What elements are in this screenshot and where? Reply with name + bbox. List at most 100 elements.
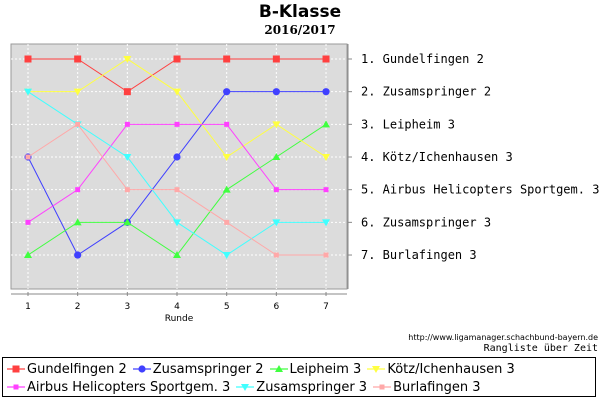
data-point <box>322 120 331 128</box>
x-tick-label: 2 <box>75 302 81 312</box>
data-point <box>224 121 230 127</box>
chart-caption: Rangliste über Zeit <box>483 343 598 354</box>
plot-area <box>10 43 348 290</box>
chart-title: B-Klasse <box>258 2 342 22</box>
data-point <box>272 219 281 227</box>
legend-item: Zusamspringer 2 <box>132 361 264 377</box>
legend-marker <box>138 365 146 373</box>
legend: Gundelfingen 2 Zusamspringer 2 Leipheim 3 K… <box>2 357 596 397</box>
data-point <box>24 251 32 259</box>
data-point <box>173 88 182 96</box>
data-point <box>273 252 279 258</box>
legend-marker-icon <box>236 384 255 391</box>
data-point <box>174 121 180 127</box>
rank-label: 1. Gundelfingen 2 <box>361 52 484 66</box>
legend-item: Leipheim 3 <box>269 361 362 377</box>
series-3 <box>24 120 331 259</box>
data-point <box>75 187 81 193</box>
data-point <box>273 187 279 193</box>
legend-marker-icon <box>269 365 288 372</box>
x-tick-label: 4 <box>174 302 180 312</box>
data-point <box>322 55 330 63</box>
data-point <box>173 251 182 259</box>
legend-marker <box>12 365 20 373</box>
data-point <box>323 252 329 258</box>
data-point <box>25 154 31 160</box>
chart-subtitle: 2016/2017 <box>264 23 336 37</box>
data-point <box>323 187 329 193</box>
legend-label: Kötz/Ichenhausen 3 <box>387 361 515 377</box>
data-point <box>123 56 132 63</box>
data-point <box>124 121 130 127</box>
data-point <box>222 154 231 162</box>
rank-label: 2. Zusamspringer 2 <box>361 85 491 99</box>
legend-marker <box>274 365 283 372</box>
source-url[interactable]: http://www.ligamanager.schachbund-bayern… <box>408 333 598 342</box>
data-point <box>173 219 182 227</box>
data-point <box>174 187 180 193</box>
legend-marker-icon <box>132 365 151 373</box>
data-point <box>272 121 281 129</box>
data-point <box>75 121 81 127</box>
data-point <box>223 88 231 96</box>
data-point <box>322 219 331 227</box>
x-tick-label: 5 <box>224 302 230 312</box>
data-point <box>272 55 280 63</box>
legend-marker-icon <box>367 366 386 373</box>
data-point <box>74 251 82 259</box>
rank-label: 5. Airbus Helicopters Sportgem. 3 <box>361 183 599 197</box>
rank-label: 6. Zusamspringer 3 <box>361 215 491 229</box>
rank-label: 3. Leipheim 3 <box>361 117 455 131</box>
legend-marker <box>241 384 250 391</box>
data-point <box>124 187 130 193</box>
data-point <box>173 153 181 161</box>
legend-label: Leipheim 3 <box>289 361 362 377</box>
x-tick-label: 7 <box>323 302 329 312</box>
legend-item: Kötz/Ichenhausen 3 <box>367 361 515 377</box>
data-point <box>223 55 231 63</box>
x-axis-title: Runde <box>165 314 194 324</box>
data-point <box>74 55 82 63</box>
data-point <box>173 55 181 63</box>
data-point <box>272 88 280 96</box>
legend-row: Airbus Helicopters Sportgem. 3 Zusamsprin… <box>7 378 486 396</box>
legend-label: Airbus Helicopters Sportgem. 3 <box>27 379 231 395</box>
legend-marker-icon <box>7 365 25 373</box>
series-5 <box>25 121 329 225</box>
data-point <box>222 185 231 193</box>
series-1 <box>24 55 330 96</box>
legend-item: Airbus Helicopters Sportgem. 3 <box>7 380 230 395</box>
legend-item: Burlafingen 3 <box>373 380 480 395</box>
data-point <box>123 154 132 162</box>
x-tick-label: 3 <box>124 302 130 312</box>
data-point <box>224 219 230 225</box>
rank-label: 4. Kötz/Ichenhausen 3 <box>361 150 513 164</box>
data-point <box>222 252 231 260</box>
legend-item: Zusamspringer 3 <box>236 380 367 395</box>
legend-marker <box>13 384 19 390</box>
legend-row: Gundelfingen 2 Zusamspringer 2 Leipheim 3 K… <box>7 360 521 378</box>
series-7 <box>25 121 329 258</box>
legend-label: Zusamspringer 3 <box>256 379 368 395</box>
data-point <box>272 153 281 161</box>
data-point <box>25 219 31 225</box>
line-chart: 1 2 3 4 5 6 7 Runde 1. Gundelfingen 2 2. Zusamspr… <box>10 43 599 324</box>
data-point <box>123 88 131 96</box>
data-point <box>123 218 132 226</box>
legend-marker <box>372 366 381 373</box>
x-tick-label: 1 <box>25 302 31 312</box>
legend-item: Gundelfingen 2 <box>7 362 127 377</box>
legend-marker-icon <box>7 384 25 390</box>
data-point <box>73 218 82 226</box>
rank-label: 7. Burlafingen 3 <box>361 248 477 262</box>
x-tick-label: 6 <box>273 302 279 312</box>
legend-marker-icon <box>373 384 392 390</box>
data-point <box>322 154 331 162</box>
data-point <box>73 88 82 96</box>
data-point <box>24 55 32 63</box>
legend-label: Zusamspringer 2 <box>152 361 264 377</box>
data-point <box>322 88 330 96</box>
legend-label: Burlafingen 3 <box>393 379 481 395</box>
legend-label: Gundelfingen 2 <box>27 361 127 377</box>
legend-marker <box>379 384 385 390</box>
